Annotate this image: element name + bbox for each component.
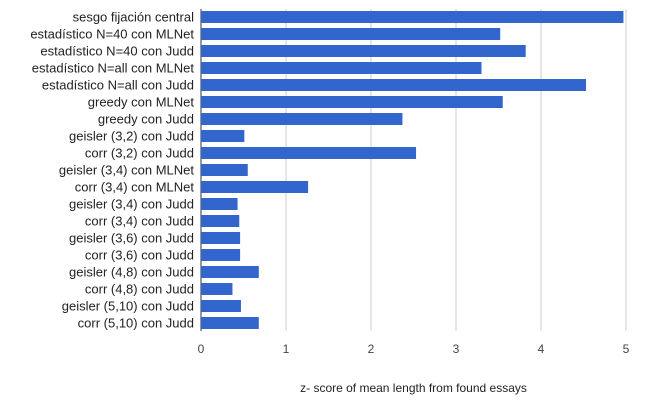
category-label: sesgo fijación central: [73, 10, 195, 25]
x-tick-labels: 0 1 2 3 4 5: [198, 342, 630, 356]
category-label: estadístico N=all con Judd: [42, 78, 194, 93]
x-tick-label: 0: [198, 342, 205, 356]
x-tick-label: 3: [453, 342, 460, 356]
bar: [201, 300, 241, 312]
category-label: geisler (3,6) con Judd: [69, 231, 194, 246]
bar: [201, 79, 587, 91]
category-label: greedy con MLNet: [88, 95, 195, 110]
category-labels: sesgo fijación central estadístico N=40 c…: [30, 10, 194, 331]
bars: [201, 11, 624, 329]
category-label: corr (5,10) con Judd: [78, 316, 194, 331]
category-label: geisler (5,10) con Judd: [62, 299, 194, 314]
category-label: geisler (3,2) con Judd: [69, 129, 194, 144]
bar: [201, 232, 241, 244]
gridlines: [200, 9, 627, 331]
bar: [201, 283, 233, 295]
category-label: estadístico N=40 con MLNet: [30, 27, 194, 42]
category-label: estadístico N=40 con Judd: [40, 44, 194, 59]
category-label: geisler (4,8) con Judd: [69, 265, 194, 280]
bar: [201, 181, 309, 193]
bar: [201, 215, 240, 227]
bar: [201, 28, 501, 40]
bar: [201, 249, 241, 261]
bar: [201, 317, 259, 329]
category-label: corr (4,8) con Judd: [85, 282, 194, 297]
bar: [201, 113, 403, 125]
bar: [201, 147, 417, 159]
category-label: corr (3,4) con Judd: [85, 214, 194, 229]
category-label: corr (3,4) con MLNet: [75, 180, 195, 195]
category-label: geisler (3,4) con Judd: [69, 197, 194, 212]
bar: [201, 62, 482, 74]
category-label: estadístico N=all con MLNet: [32, 61, 195, 76]
bar: [201, 45, 526, 57]
x-tick-label: 1: [283, 342, 290, 356]
x-axis-title: z- score of mean length from found essay…: [300, 381, 527, 395]
category-label: corr (3,2) con Judd: [85, 146, 194, 161]
bar: [201, 164, 248, 176]
x-tick-label: 4: [538, 342, 545, 356]
bar: [201, 11, 624, 23]
category-label: corr (3,6) con Judd: [85, 248, 194, 263]
bar: [201, 96, 503, 108]
x-tick-label: 2: [368, 342, 375, 356]
category-label: greedy con Judd: [98, 112, 194, 127]
bar: [201, 266, 259, 278]
bar: [201, 198, 238, 210]
x-tick-label: 5: [623, 342, 630, 356]
bar: [201, 130, 245, 142]
category-label: geisler (3,4) con MLNet: [59, 163, 194, 178]
